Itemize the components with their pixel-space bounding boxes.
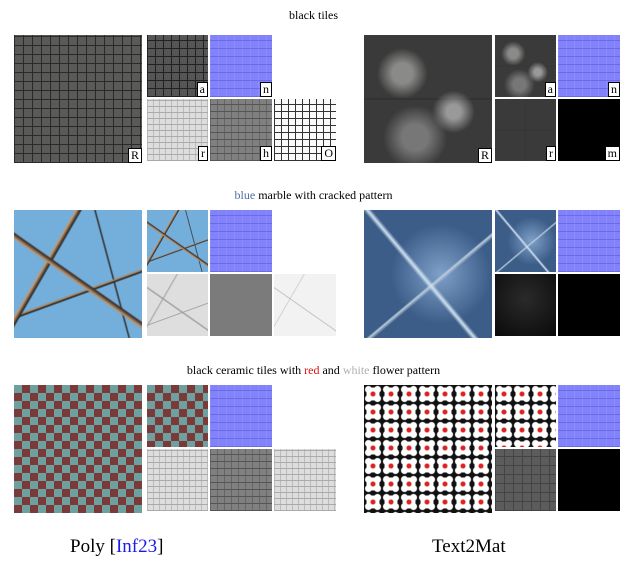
row-caption: blue marble with cracked pattern — [0, 188, 627, 203]
channel-label: n — [260, 82, 272, 97]
text2mat-render — [364, 210, 492, 338]
text2mat-map: r — [495, 99, 556, 161]
text2mat-map: n — [558, 35, 620, 97]
text2mat-map — [558, 449, 620, 511]
text-part: marble with cracked pattern — [255, 188, 392, 202]
text-part: ] — [157, 536, 163, 557]
poly-map — [147, 385, 208, 447]
text-part: blue — [235, 188, 256, 202]
text-part: red — [304, 363, 319, 377]
figure: black tiles Ra n r h O Ra n r m blue marble with c… — [0, 0, 627, 561]
text-part: black tiles — [289, 8, 338, 22]
poly-map: h — [210, 99, 272, 161]
text2mat-map: a — [495, 35, 556, 97]
poly-render: R — [14, 35, 142, 163]
row-caption: black ceramic tiles with red and white f… — [0, 363, 627, 378]
text2mat-map — [558, 385, 620, 447]
poly-map — [210, 210, 272, 272]
text-part: Poly [ — [70, 536, 116, 557]
channel-label: O — [321, 146, 336, 161]
poly-map — [147, 210, 208, 272]
text-part: Inf23 — [116, 536, 157, 557]
poly-render — [14, 210, 142, 338]
poly-map — [147, 449, 208, 511]
poly-map — [274, 274, 336, 336]
channel-label: r — [198, 146, 208, 161]
method-label: Poly [Inf23] — [70, 536, 163, 558]
poly-map — [210, 385, 272, 447]
text2mat-map — [495, 274, 556, 336]
text-part: flower pattern — [369, 363, 440, 377]
text2mat-map: m — [558, 99, 620, 161]
poly-map: a — [147, 35, 208, 97]
channel-label: a — [197, 82, 208, 97]
channel-label: R — [128, 148, 142, 163]
row-caption: black tiles — [0, 8, 627, 23]
text-part: white — [343, 363, 370, 377]
text2mat-map — [558, 274, 620, 336]
channel-label: n — [608, 82, 620, 97]
text2mat-render: R — [364, 35, 492, 163]
text-part: and — [319, 363, 342, 377]
poly-map: O — [274, 99, 336, 161]
poly-map — [274, 449, 336, 511]
poly-map — [210, 274, 272, 336]
text2mat-map — [495, 210, 556, 272]
channel-label: a — [545, 82, 556, 97]
poly-map: r — [147, 99, 208, 161]
text2mat-map — [495, 385, 556, 447]
channel-label: m — [605, 146, 620, 161]
text2mat-map — [558, 210, 620, 272]
poly-map — [210, 449, 272, 511]
poly-map — [147, 274, 208, 336]
channel-label: r — [546, 146, 556, 161]
text2mat-render — [364, 385, 492, 513]
poly-render — [14, 385, 142, 513]
channel-label: R — [478, 148, 492, 163]
method-label: Text2Mat — [432, 536, 506, 558]
channel-label: h — [260, 146, 272, 161]
poly-map: n — [210, 35, 272, 97]
text2mat-map — [495, 449, 556, 511]
text-part: black ceramic tiles with — [187, 363, 304, 377]
